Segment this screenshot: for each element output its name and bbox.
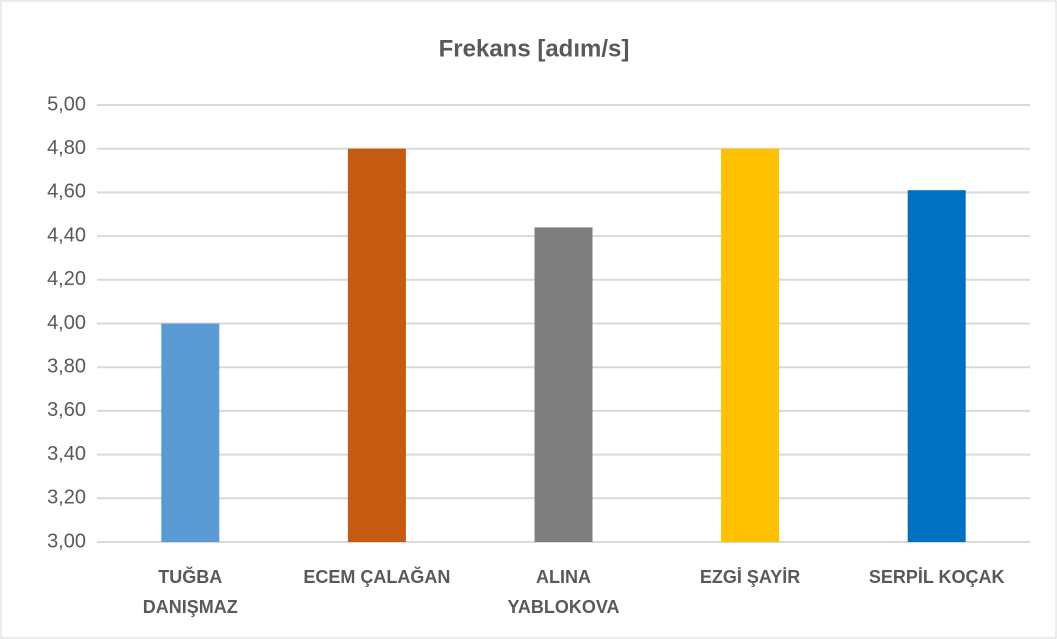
y-tick-label: 3,60 xyxy=(47,399,86,421)
x-tick-label: ALINA YABLOKOVA xyxy=(507,567,620,617)
y-tick-label: 4,00 xyxy=(47,312,86,334)
y-tick-label: 5,00 xyxy=(47,93,86,115)
y-tick-label: 3,40 xyxy=(47,443,86,465)
y-tick-label: 4,20 xyxy=(47,268,86,290)
y-tick-label: 3,00 xyxy=(47,530,86,552)
bar xyxy=(161,323,220,542)
bar xyxy=(907,190,966,542)
y-tick-label: 4,40 xyxy=(47,224,86,246)
y-tick-label: 4,80 xyxy=(47,137,86,159)
x-tick-label: EZGİ ŞAYİR xyxy=(699,567,801,587)
chart-title: Frekans [adım/s] xyxy=(439,35,630,62)
bar xyxy=(721,148,780,542)
y-tick-label: 3,80 xyxy=(47,355,86,377)
x-tick-label: TUĞBA DANIŞMAZ xyxy=(142,567,238,617)
bar xyxy=(347,148,406,542)
y-tick-label: 3,20 xyxy=(47,487,86,509)
y-tick-label: 4,60 xyxy=(47,181,86,203)
x-tick-label: SERPİL KOÇAK xyxy=(868,567,1005,587)
bar xyxy=(534,227,593,543)
x-tick-label: ECEM ÇALAĞAN xyxy=(303,567,451,587)
